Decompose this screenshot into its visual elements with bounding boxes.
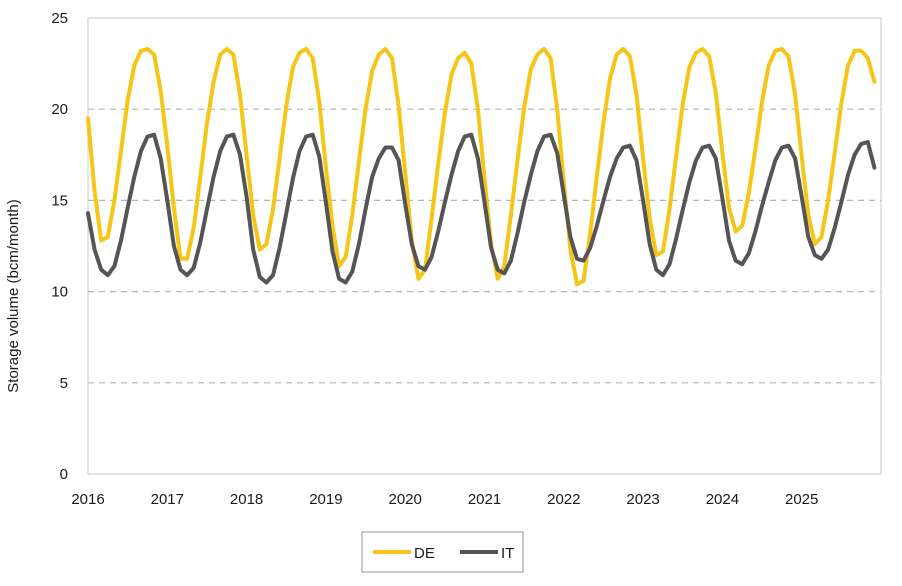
x-tick-label: 2025 (785, 491, 818, 508)
y-axis-title: Storage volume (bcm/month) (5, 199, 22, 392)
y-tick-label: 25 (51, 10, 68, 27)
series-line-it (86, 132, 877, 285)
y-tick-label: 5 (60, 375, 68, 392)
y-tick-label: 10 (51, 284, 68, 301)
y-axis-ticks: 0 5 10 15 20 25 (51, 10, 68, 483)
legend: DE IT (361, 531, 524, 573)
gridlines (88, 108, 881, 384)
plot-area-frame (87, 17, 882, 475)
y-tick-label: 15 (51, 192, 68, 209)
x-tick-label: 2016 (71, 491, 104, 508)
legend-label-de: DE (414, 545, 435, 562)
x-tick-label: 2017 (151, 491, 184, 508)
x-tick-label: 2019 (309, 491, 342, 508)
y-tick-label: 0 (60, 466, 68, 483)
legend-label-it: IT (501, 545, 514, 562)
x-tick-label: 2018 (230, 491, 263, 508)
x-tick-label: 2022 (547, 491, 580, 508)
series-lines (86, 47, 877, 287)
x-tick-label: 2024 (706, 491, 739, 508)
x-axis-ticks: 2016 2017 2018 2019 2020 2021 2022 2023 2024 2025 (71, 491, 818, 508)
x-tick-label: 2021 (468, 491, 501, 508)
y-tick-label: 20 (51, 101, 68, 118)
x-tick-label: 2020 (389, 491, 422, 508)
x-tick-label: 2023 (626, 491, 659, 508)
series-line-de (86, 47, 877, 287)
